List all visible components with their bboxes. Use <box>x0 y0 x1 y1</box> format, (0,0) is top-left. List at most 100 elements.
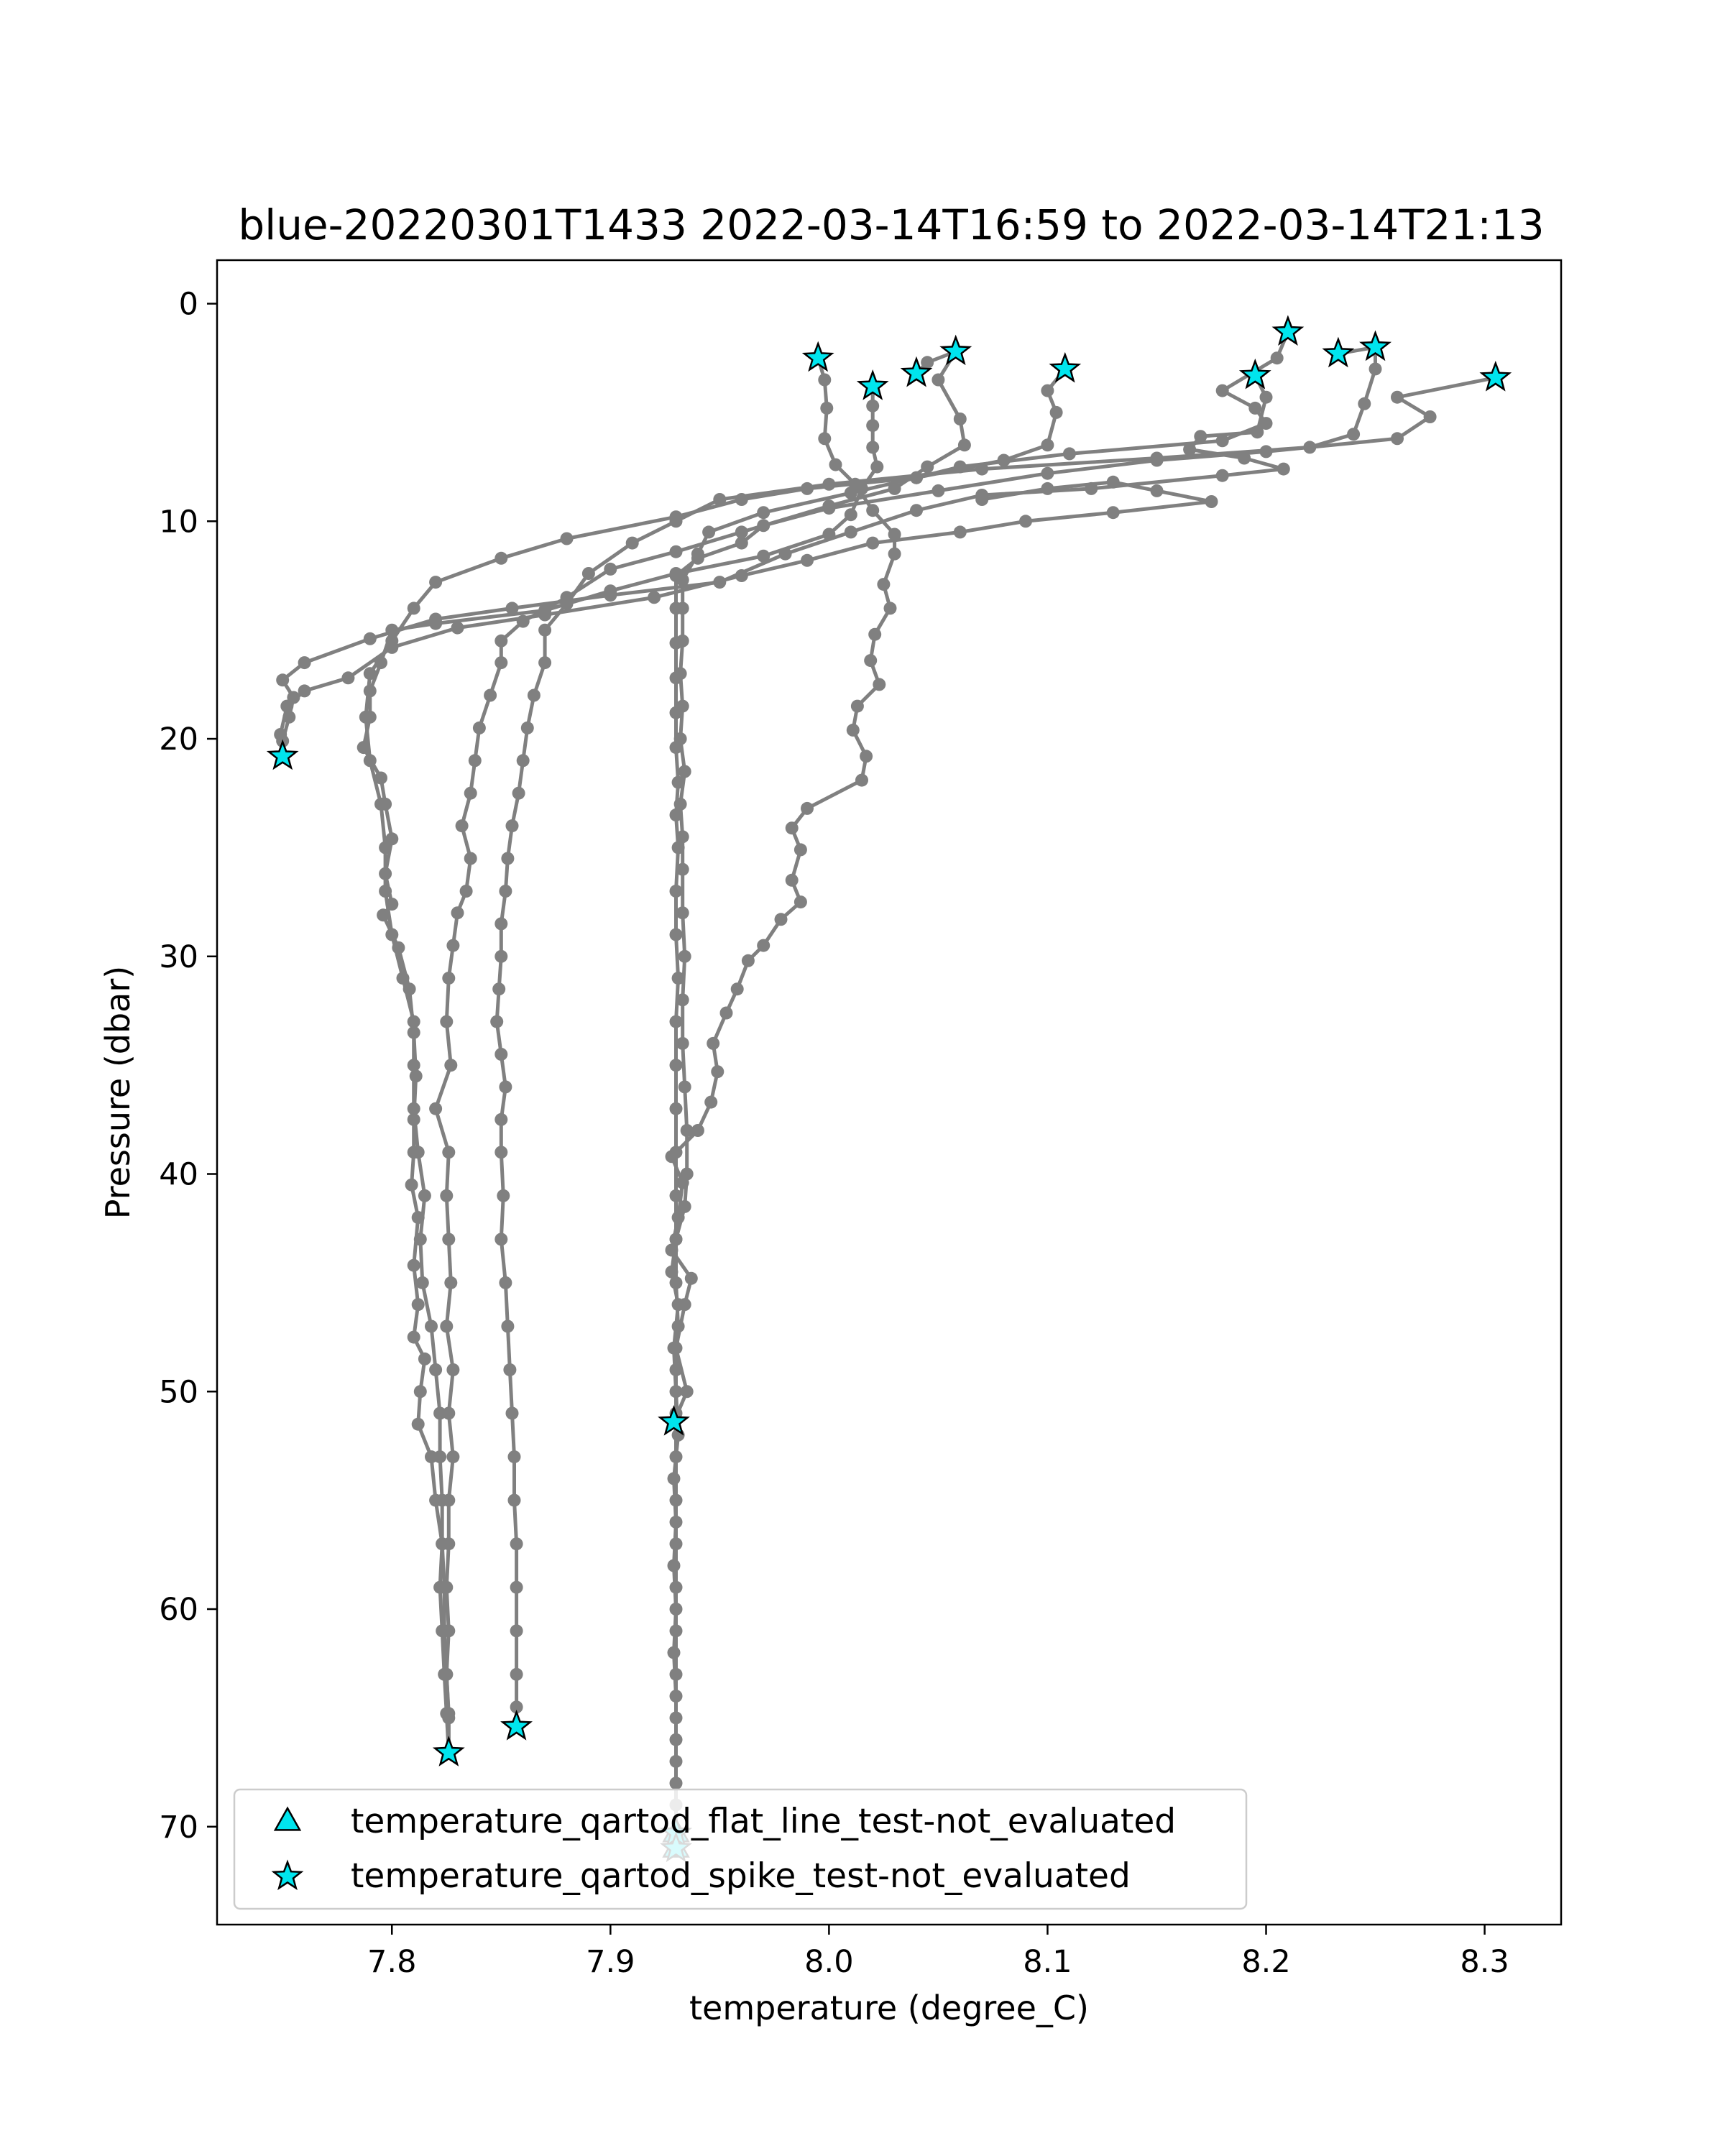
profile-2-point-35 <box>418 1352 431 1365</box>
profile-1-point-20 <box>1194 430 1208 443</box>
profile-7-point-34 <box>669 1450 683 1464</box>
profile-5-point-17 <box>363 667 377 681</box>
profile-6-point-41 <box>510 1624 523 1638</box>
profile-7-point-20 <box>671 841 685 854</box>
profile-3-point-19 <box>464 786 477 800</box>
spike-star-marker-5 <box>1238 358 1271 390</box>
profile-7-point-27 <box>669 1146 683 1159</box>
profile-8-point-1 <box>274 728 288 741</box>
profile-7-point-22 <box>669 928 683 941</box>
profile-1-point-22 <box>1259 390 1273 404</box>
plot-area <box>266 315 1512 1863</box>
spike-star-marker-7 <box>1322 336 1355 368</box>
profile-2-point-30 <box>405 1178 418 1192</box>
profile-5-point-41 <box>442 1711 456 1725</box>
profile-0-point-23 <box>774 913 788 926</box>
profile-6-point-9 <box>713 493 727 506</box>
profile-3-point-24 <box>446 939 460 952</box>
profile-0-point-22 <box>794 895 807 909</box>
profile-5-point-34 <box>433 1406 447 1420</box>
profile-2-point-37 <box>411 1417 425 1431</box>
profile-2-point-32 <box>407 1258 420 1272</box>
profile-7-point-5 <box>1150 453 1164 467</box>
profile-5-point-26 <box>407 1059 420 1072</box>
profile-4-point-7 <box>757 506 770 520</box>
profile-7-point-35 <box>669 1493 683 1507</box>
profile-4-point-16 <box>678 765 691 778</box>
spike-star-marker-11 <box>658 1405 690 1436</box>
profile-3-point-26 <box>440 1015 454 1028</box>
profile-8-point-14 <box>1106 506 1120 520</box>
profile-2-point-2 <box>866 419 880 433</box>
profile-6-point-35 <box>503 1363 517 1376</box>
profile-0-point-24 <box>757 939 770 952</box>
y-tick-label-1: 10 <box>159 504 198 540</box>
profile-3-point-10 <box>669 545 683 558</box>
profile-0-point-9 <box>877 578 891 591</box>
profile-5-point-28 <box>411 1146 425 1159</box>
profile-7-point-14 <box>669 636 683 650</box>
profile-line-8 <box>278 480 1213 757</box>
profile-6-point-24 <box>494 949 508 963</box>
profile-2-point-18 <box>374 771 387 785</box>
profile-7-point-36 <box>669 1537 683 1551</box>
profile-7-point-32 <box>669 1363 683 1376</box>
profile-6-point-40 <box>510 1580 523 1594</box>
y-tick-label-7: 70 <box>159 1810 198 1846</box>
profile-0-point-19 <box>785 821 799 835</box>
profile-5-point-31 <box>415 1276 429 1289</box>
profile-3-point-3 <box>932 373 945 387</box>
profile-3-point-28 <box>429 1102 443 1115</box>
profile-6-point-29 <box>494 1112 508 1126</box>
x-tick-label-4: 8.2 <box>1241 1944 1290 1980</box>
legend-star-icon <box>271 1859 304 1891</box>
profile-2-point-4 <box>870 460 884 474</box>
y-axis-label: Pressure (dbar) <box>98 966 137 1219</box>
profile-1-point-19 <box>1183 443 1197 456</box>
profile-3-point-33 <box>440 1319 454 1333</box>
x-tick-label-1: 7.9 <box>586 1944 635 1980</box>
chart-title: blue-20220301T1433 2022-03-14T16:59 to 2… <box>238 201 1544 249</box>
profile-1-point-4 <box>276 673 290 687</box>
profile-7-point-17 <box>669 741 683 755</box>
profile-5-point-2 <box>1215 384 1229 397</box>
profile-0-point-36 <box>684 1271 698 1285</box>
profile-7-point-4 <box>1259 445 1273 459</box>
profile-6-point-28 <box>499 1080 512 1094</box>
profile-8-point-17 <box>1106 475 1120 489</box>
profile-2-point-10 <box>604 584 617 598</box>
profile-7-point-29 <box>669 1233 683 1246</box>
profile-6-point-16 <box>527 688 540 702</box>
profile-7-point-41 <box>669 1754 683 1768</box>
spike-star-marker-1 <box>856 369 889 400</box>
profile-8-point-10 <box>801 553 814 567</box>
spike-star-marker-12 <box>432 1736 465 1766</box>
profile-4-point-34 <box>667 1472 681 1485</box>
profile-7-point-28 <box>669 1189 683 1202</box>
profile-7-point-30 <box>669 1276 683 1289</box>
profile-0-point-1 <box>818 373 832 387</box>
profile-4-point-26 <box>680 1167 694 1181</box>
profile-2-point-7 <box>822 528 836 541</box>
spike-star-marker-0 <box>801 341 834 372</box>
profile-8-point-16 <box>1150 484 1164 497</box>
profile-5-point-36 <box>436 1493 449 1507</box>
profile-0-point-7 <box>888 528 901 541</box>
spike-star-marker-9 <box>1479 360 1512 392</box>
profile-3-point-34 <box>446 1363 460 1376</box>
profile-8-point-6 <box>451 621 464 635</box>
profile-3-point-27 <box>444 1059 458 1072</box>
profile-6-point-12 <box>581 567 595 580</box>
profile-5-point-13 <box>494 551 508 565</box>
profile-0-point-8 <box>888 547 901 561</box>
profile-5-point-23 <box>385 928 399 941</box>
profile-0-point-2 <box>820 401 834 415</box>
profile-3-point-32 <box>444 1276 458 1289</box>
profile-8-point-9 <box>735 569 748 582</box>
profile-0-point-27 <box>719 1006 733 1020</box>
profile-6-point-36 <box>505 1406 519 1420</box>
profile-6-point-18 <box>516 754 530 768</box>
profile-7-point-3 <box>1391 432 1404 446</box>
y-tick-label-5: 50 <box>159 1374 198 1410</box>
